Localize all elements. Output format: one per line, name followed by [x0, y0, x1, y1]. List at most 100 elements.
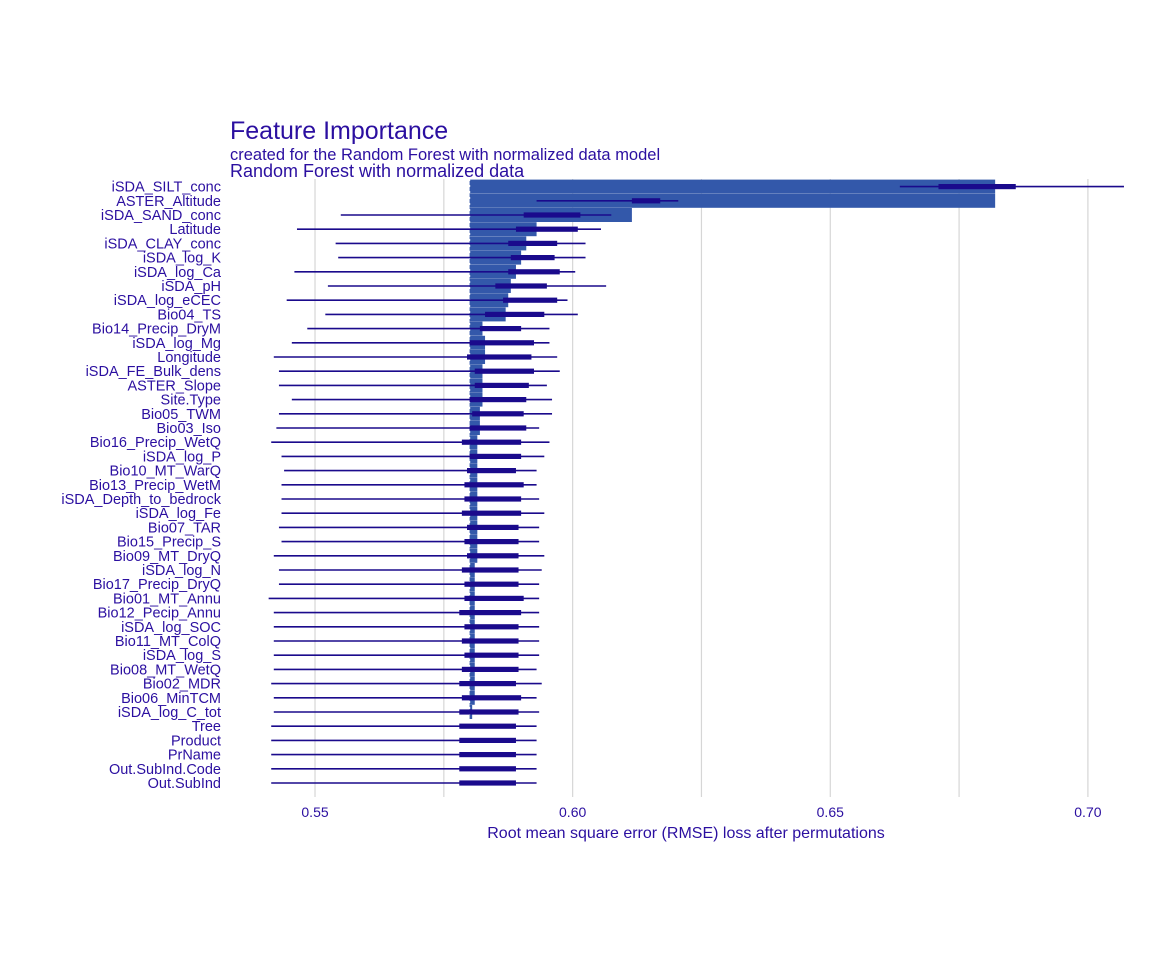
boxplot-box: [479, 326, 522, 332]
feature-label: Out.SubInd: [148, 776, 221, 792]
boxplot-box: [464, 652, 519, 658]
boxplot-box: [459, 723, 516, 729]
importance-bar: [469, 179, 996, 194]
feature-label: iSDA_Depth_to_bedrock: [61, 492, 221, 508]
importance-bar: [469, 193, 996, 208]
bars: [469, 179, 996, 719]
feature-label: Bio15_Precip_S: [117, 535, 221, 551]
x-axis-label: Root mean square error (RMSE) loss after…: [487, 825, 884, 842]
feature-label: iSDA_SILT_conc: [112, 180, 221, 196]
feature-label: Bio16_Precip_WetQ: [90, 435, 221, 451]
grid-lines: [314, 179, 1089, 797]
boxplot-box: [464, 624, 519, 630]
feature-label: Bio09_MT_DryQ: [113, 549, 221, 565]
boxplot-box: [508, 240, 558, 246]
boxplot-box: [461, 567, 519, 573]
boxplot-box: [508, 269, 560, 275]
boxplot-box: [461, 510, 522, 516]
boxplot-box: [459, 681, 516, 687]
feature-label: iSDA_log_Fe: [136, 506, 221, 522]
boxplot-box: [464, 496, 522, 502]
feature-label: ASTER_Altitude: [116, 194, 221, 210]
feature-label: Bio14_Precip_DryM: [92, 322, 221, 338]
feature-labels: iSDA_SILT_concASTER_AltitudeiSDA_SAND_co…: [61, 180, 222, 792]
feature-label: Out.SubInd.Code: [109, 762, 221, 778]
chart-title: Feature Importance: [230, 117, 448, 145]
boxplot-box: [938, 184, 1016, 190]
feature-label: Bio08_MT_WetQ: [110, 662, 221, 678]
boxplot-box: [467, 524, 519, 530]
boxplot-box: [461, 695, 522, 701]
feature-label: iSDA_log_N: [142, 563, 221, 579]
boxplot-box: [472, 411, 524, 417]
feature-label: iSDA_SAND_conc: [101, 208, 221, 224]
x-tick-label: 0.65: [817, 804, 844, 820]
boxplot-box: [459, 780, 516, 786]
feature-label: Bio02_MDR: [143, 677, 221, 693]
feature-label: Latitude: [169, 222, 221, 238]
boxplot-box: [469, 453, 522, 459]
feature-label: Bio10_MT_WarQ: [110, 464, 221, 480]
boxplot-box: [523, 212, 581, 218]
boxplot-box: [467, 553, 519, 559]
boxplot-box: [467, 468, 516, 474]
boxplot-box: [503, 297, 558, 303]
boxplots: [268, 184, 1124, 786]
boxplot-box: [485, 311, 545, 317]
feature-label: Longitude: [157, 350, 221, 366]
feature-label: Bio06_MinTCM: [121, 691, 221, 707]
chart-subtitle: created for the Random Forest with norma…: [230, 146, 660, 164]
feature-label: iSDA_log_Mg: [132, 336, 221, 352]
feature-label: iSDA_pH: [161, 279, 221, 295]
feature-label: Bio01_MT_Annu: [113, 591, 221, 607]
feature-label: Bio12_Pecip_Annu: [98, 606, 221, 622]
boxplot-box: [464, 595, 524, 601]
boxplot-box: [469, 425, 527, 431]
boxplot-box: [461, 439, 522, 445]
feature-label: Bio04_TS: [157, 307, 221, 323]
feature-label: iSDA_log_Ca: [134, 265, 222, 281]
boxplot-box: [474, 382, 529, 388]
boxplot-box: [467, 354, 532, 360]
feature-label: PrName: [168, 748, 221, 764]
x-axis-ticks: 0.55 0.60 0.65 0.70: [301, 804, 1101, 820]
feature-label: Bio13_Precip_WetM: [89, 478, 221, 494]
boxplot-box: [459, 709, 519, 715]
feature-label: ASTER_Slope: [128, 378, 222, 394]
feature-label: iSDA_log_C_tot: [118, 705, 221, 721]
x-tick-label: 0.60: [559, 804, 586, 820]
boxplot-box: [515, 226, 578, 232]
boxplot-box: [510, 255, 555, 261]
feature-label: iSDA_log_K: [143, 251, 222, 267]
feature-label: iSDA_CLAY_conc: [104, 236, 221, 252]
boxplot-box: [464, 581, 519, 587]
feature-label: iSDA_log_eCEC: [114, 293, 221, 309]
boxplot-box: [459, 752, 516, 758]
boxplot-box: [459, 610, 522, 616]
boxplot-box: [631, 198, 661, 204]
boxplot-box: [464, 482, 524, 488]
boxplot-box: [474, 368, 534, 374]
boxplot-box: [464, 539, 519, 545]
boxplot-box: [461, 638, 519, 644]
feature-label: Tree: [192, 719, 221, 735]
boxplot-box: [469, 397, 527, 403]
x-tick-label: 0.55: [301, 804, 328, 820]
feature-label: iSDA_log_SOC: [121, 620, 221, 636]
boxplot-box: [469, 340, 534, 346]
feature-label: Bio07_TAR: [148, 520, 221, 536]
feature-label: Bio05_TWM: [141, 407, 221, 423]
feature-label: Site.Type: [161, 393, 221, 409]
x-tick-label: 0.70: [1074, 804, 1101, 820]
feature-label: Bio17_Precip_DryQ: [93, 577, 221, 593]
feature-label: iSDA_log_P: [143, 449, 221, 465]
feature-label: Bio03_Iso: [157, 421, 222, 437]
facet-label: Random Forest with normalized data: [230, 161, 525, 181]
feature-label: iSDA_FE_Bulk_dens: [86, 364, 221, 380]
boxplot-box: [495, 283, 547, 289]
boxplot-box: [459, 766, 516, 772]
feature-label: iSDA_log_S: [143, 648, 221, 664]
feature-label: Product: [171, 733, 221, 749]
